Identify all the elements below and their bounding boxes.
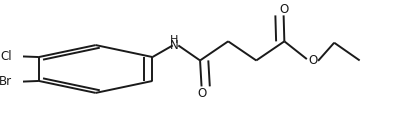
Text: Br: Br: [0, 75, 12, 88]
Text: O: O: [279, 3, 288, 16]
Text: Cl: Cl: [0, 50, 12, 63]
Text: O: O: [308, 54, 318, 67]
Text: O: O: [197, 87, 206, 100]
Text: H: H: [170, 35, 178, 45]
Text: N: N: [170, 39, 178, 52]
